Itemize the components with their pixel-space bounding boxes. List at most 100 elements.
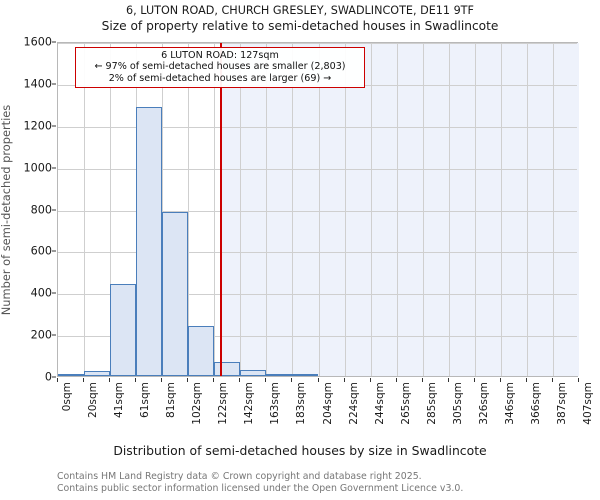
x-axis-tick-mark xyxy=(57,378,58,382)
y-axis-tick-mark xyxy=(52,250,56,252)
gridline-vertical xyxy=(344,43,346,376)
y-axis-tick-label: 800 xyxy=(30,203,52,216)
y-axis-tick-label: 400 xyxy=(30,286,52,300)
x-axis-tick-mark xyxy=(213,378,215,382)
gridline-vertical xyxy=(110,43,112,376)
gridline-horizontal xyxy=(58,336,577,338)
x-axis-tick-mark xyxy=(239,378,241,382)
histogram-bar xyxy=(110,283,137,376)
x-axis-tick-label: 387sqm xyxy=(555,382,568,425)
y-axis-tick-label: 600 xyxy=(30,244,52,258)
x-axis-tick-label: 183sqm xyxy=(295,382,308,425)
property-annotation-box: 6 LUTON ROAD: 127sqm ← 97% of semi-detac… xyxy=(75,47,365,89)
gridline-vertical xyxy=(500,43,502,376)
x-axis-tick-mark xyxy=(421,378,423,382)
gridline-vertical xyxy=(422,43,424,376)
x-axis-title: Distribution of semi-detached houses by … xyxy=(113,443,487,458)
x-axis-tick-mark xyxy=(187,378,189,382)
gridline-vertical xyxy=(266,43,268,376)
y-axis-tick-label: 0 xyxy=(44,370,52,384)
x-axis-tick-label: 224sqm xyxy=(347,382,360,425)
x-axis-tick-label: 326sqm xyxy=(477,382,490,425)
gridline-vertical xyxy=(318,43,320,376)
y-axis-tick-mark xyxy=(52,41,56,43)
histogram-bar xyxy=(136,106,163,376)
y-axis-tick-mark xyxy=(52,292,56,294)
x-axis-tick-mark xyxy=(473,378,475,382)
gridline-horizontal xyxy=(58,126,577,128)
gridline-vertical xyxy=(474,43,476,376)
gridline-horizontal xyxy=(58,43,577,44)
y-axis-tick-mark xyxy=(52,125,56,127)
x-axis-tick-label: 285sqm xyxy=(425,382,438,425)
x-axis-tick-label: 20sqm xyxy=(87,382,100,419)
x-axis-tick-label: 0sqm xyxy=(61,382,73,412)
chart-title-block: 6, LUTON ROAD, CHURCH GRESLEY, SWADLINCO… xyxy=(0,0,600,35)
larger-properties-shaded-region xyxy=(220,43,579,376)
gridline-vertical xyxy=(448,43,450,376)
x-axis-tick-label: 142sqm xyxy=(243,382,256,425)
y-axis-tick-mark xyxy=(52,83,56,85)
histogram-bar xyxy=(84,370,111,376)
gridline-vertical xyxy=(162,43,164,376)
x-axis-tick-label: 265sqm xyxy=(399,382,412,425)
gridline-vertical xyxy=(214,43,216,376)
histogram-bar xyxy=(214,362,241,376)
y-axis-tick-mark xyxy=(52,209,56,210)
annotation-property-size: 6 LUTON ROAD: 127sqm xyxy=(161,50,279,61)
x-axis-tick-mark xyxy=(291,378,293,382)
x-axis-tick-mark xyxy=(83,378,85,382)
y-axis-tick-label: 200 xyxy=(30,328,52,342)
x-axis-tick-label: 204sqm xyxy=(321,382,334,425)
x-axis-tick-mark xyxy=(161,378,163,382)
y-axis-tick-label: 1000 xyxy=(23,161,52,175)
x-axis-tick-mark xyxy=(265,378,267,382)
y-axis-tick-label: 1600 xyxy=(23,35,52,49)
chart-title-subtitle: Size of property relative to semi-detach… xyxy=(101,19,499,33)
x-axis-tick-mark xyxy=(317,378,319,382)
annotation-larger-stat: 2% of semi-detached houses are larger (6… xyxy=(108,72,332,84)
gridline-vertical xyxy=(396,43,398,376)
annotation-smaller-stat: ← 97% of semi-detached houses are smalle… xyxy=(94,61,346,73)
x-axis-tick-mark xyxy=(551,378,553,382)
histogram-bar xyxy=(162,211,189,376)
x-axis-tick-mark xyxy=(578,378,579,382)
x-axis-tick-label: 305sqm xyxy=(451,382,464,425)
x-axis-tick-mark xyxy=(499,378,501,382)
x-axis-tick-label: 122sqm xyxy=(217,382,230,425)
y-axis-tick-mark xyxy=(52,334,56,336)
x-axis-tick-label: 102sqm xyxy=(191,382,204,425)
x-axis-tick-label: 346sqm xyxy=(503,382,516,425)
histogram-bar xyxy=(266,374,293,376)
gridline-vertical xyxy=(188,43,190,376)
histogram-bar xyxy=(240,370,267,376)
x-axis-tick-mark xyxy=(343,378,345,382)
gridline-horizontal xyxy=(58,168,577,170)
y-axis-tick-mark xyxy=(52,167,56,169)
gridline-vertical xyxy=(84,43,86,376)
footer-licence-line: Contains public sector information licen… xyxy=(57,482,464,494)
chart-title-address: 6, LUTON ROAD, CHURCH GRESLEY, SWADLINCO… xyxy=(126,4,474,17)
gridline-vertical xyxy=(370,43,372,376)
x-axis-tick-label: 244sqm xyxy=(373,382,386,425)
x-axis-tick-mark xyxy=(395,378,397,382)
x-axis-tick-mark xyxy=(369,378,371,382)
x-axis-tick-label: 366sqm xyxy=(529,382,542,425)
y-axis-tick-mark xyxy=(52,376,56,378)
x-axis-tick-mark xyxy=(109,378,111,382)
histogram-bar xyxy=(188,325,215,376)
footer-copyright-line: Contains HM Land Registry data © Crown c… xyxy=(57,471,422,482)
x-axis-tick-label: 163sqm xyxy=(269,382,282,425)
gridline-horizontal xyxy=(58,294,577,296)
x-axis-tick-mark xyxy=(525,378,527,382)
x-axis-tick-label: 61sqm xyxy=(139,382,152,419)
chart-footer: Contains HM Land Registry data © Crown c… xyxy=(57,471,577,494)
gridline-vertical xyxy=(240,43,242,376)
x-axis-tick-mark xyxy=(447,378,449,382)
gridline-vertical xyxy=(526,43,528,376)
histogram-bar xyxy=(292,374,319,376)
gridline-horizontal xyxy=(58,252,577,254)
y-axis-tick-label: 1200 xyxy=(23,119,52,133)
